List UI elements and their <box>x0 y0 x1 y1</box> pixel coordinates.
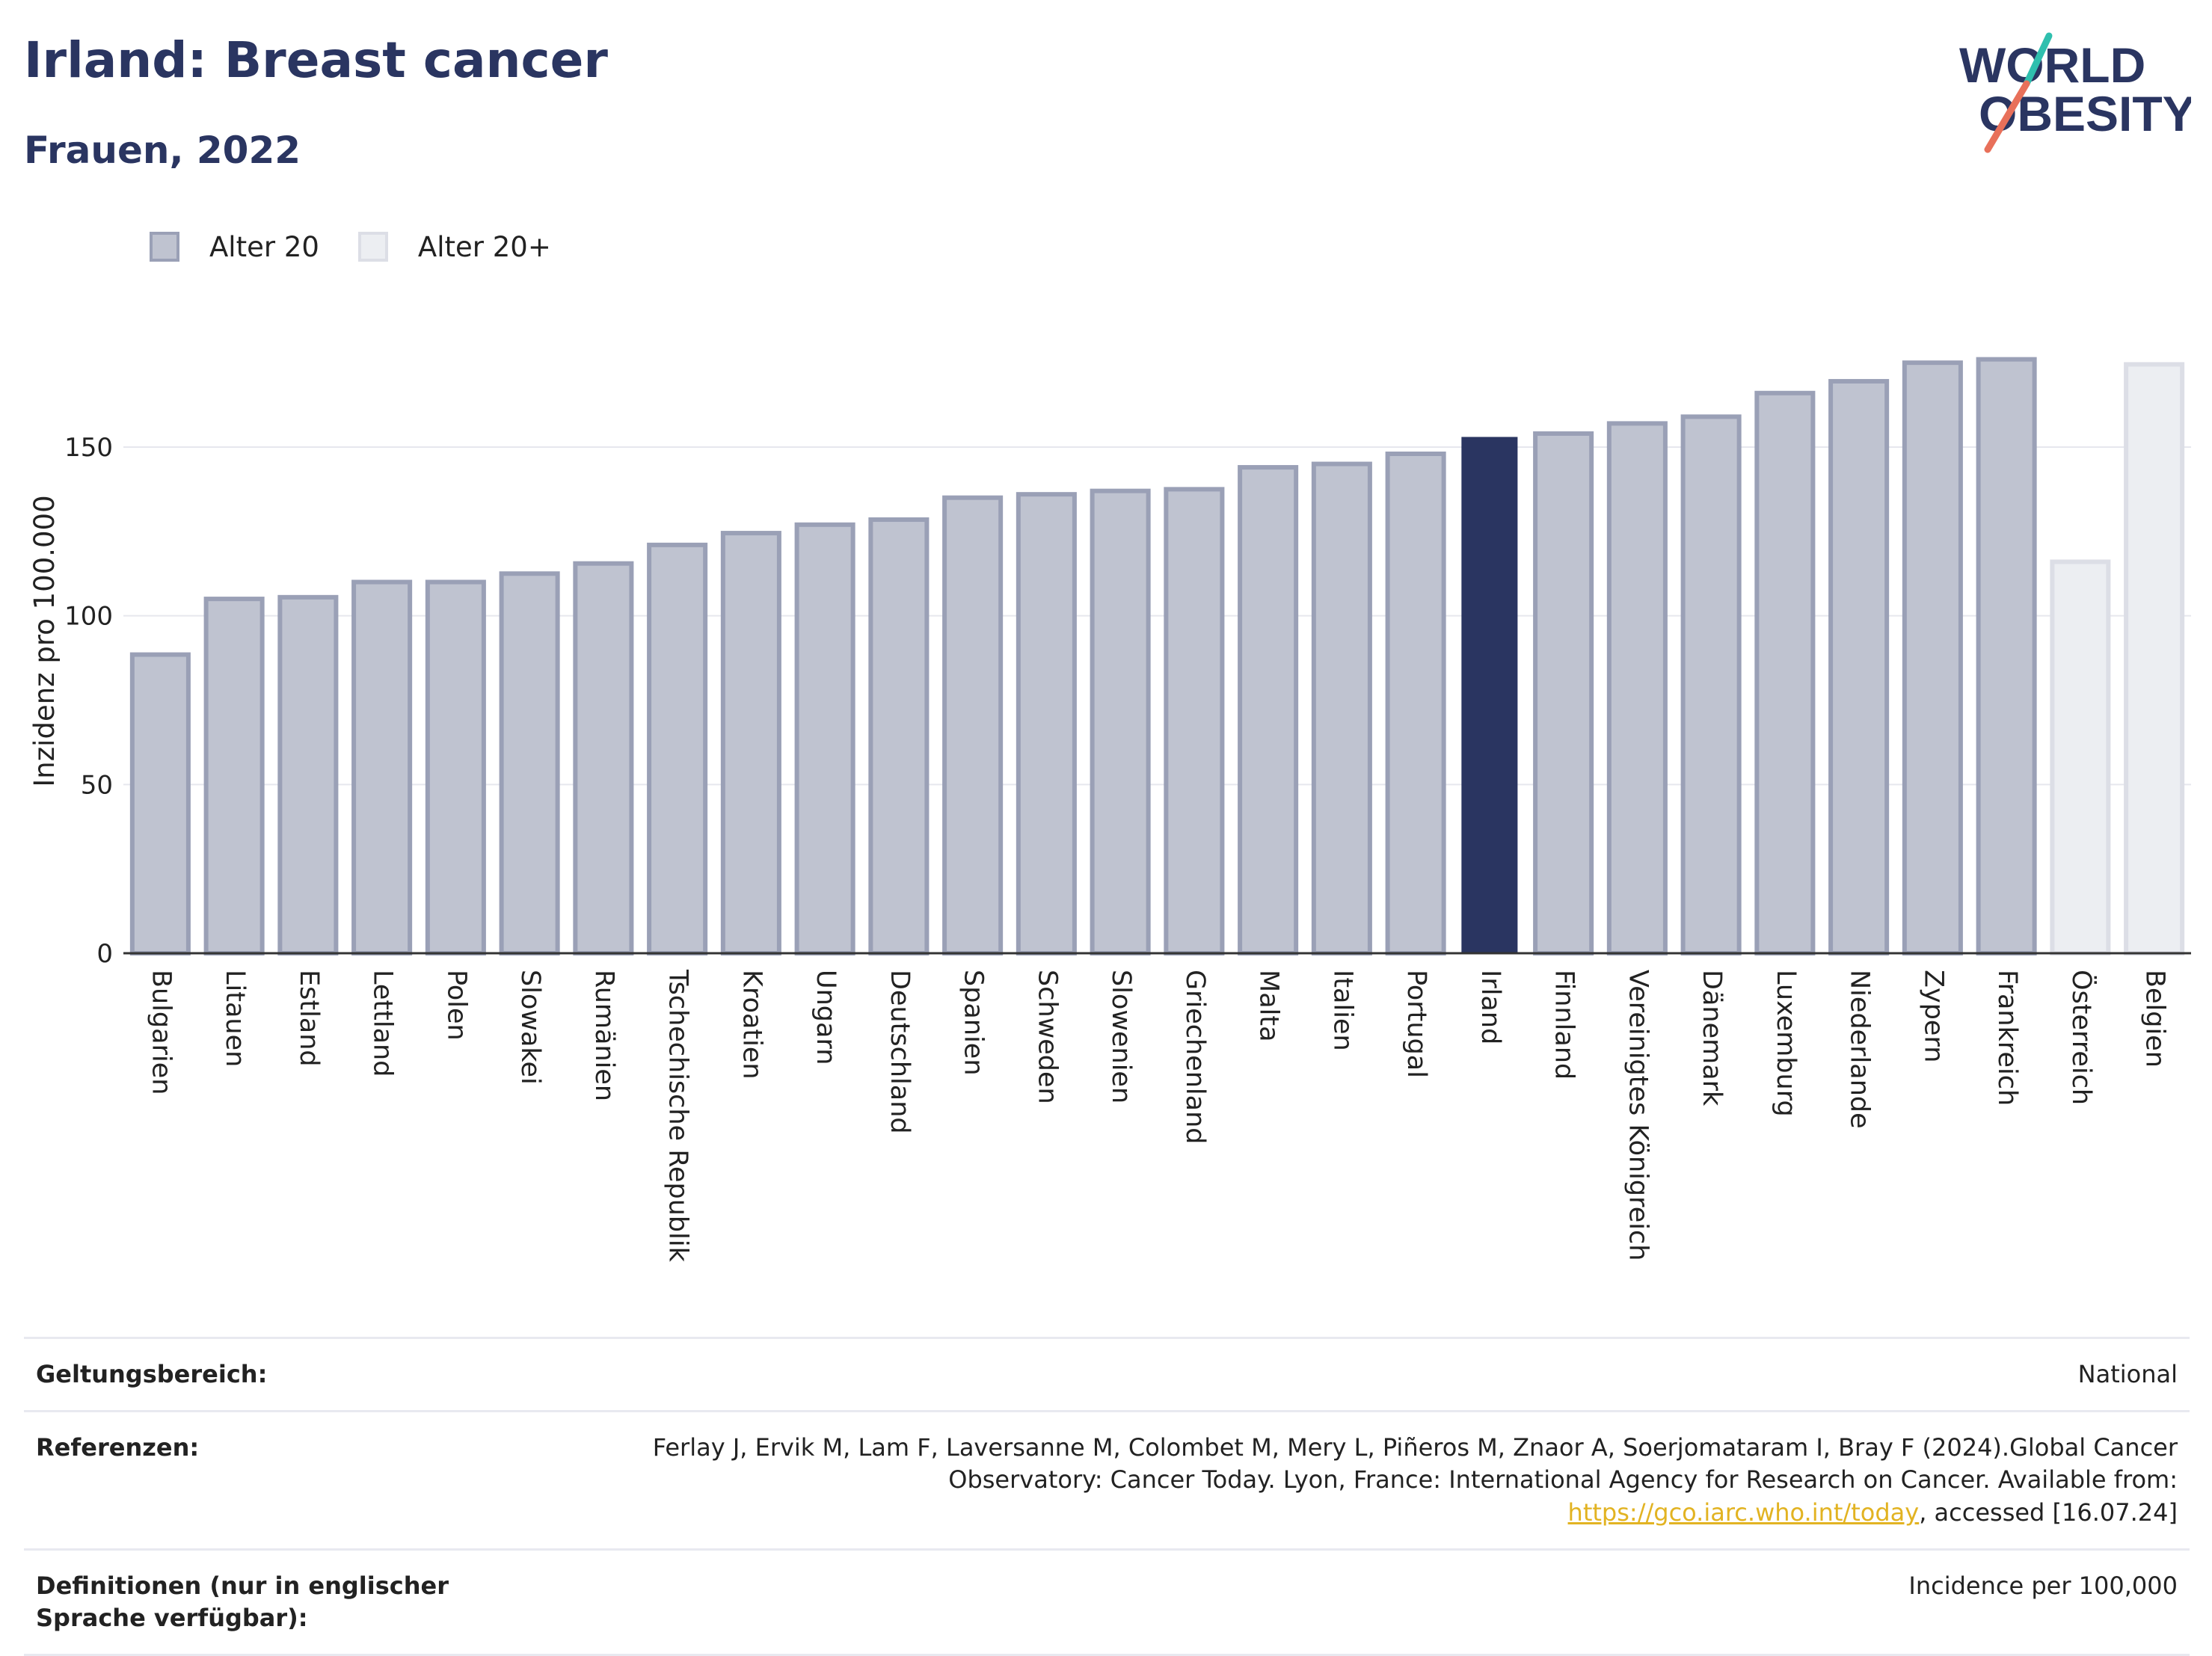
bar-litauen <box>203 597 265 955</box>
bar-lettland <box>351 579 413 955</box>
y-tick-label: 0 <box>96 939 113 969</box>
page-title: Irland: Breast cancer <box>24 31 608 89</box>
x-tick-label: Polen <box>441 970 471 1041</box>
reference-link[interactable]: https://gco.iarc.who.int/today <box>1567 1498 1920 1527</box>
bar-estland <box>277 594 339 955</box>
y-tick-label: 50 <box>81 770 113 800</box>
x-tick-label: Italien <box>1327 970 1357 1051</box>
bar-slowenien <box>1090 488 1151 956</box>
bar-malta <box>1238 465 1299 955</box>
logo-line-1: WORLD <box>1959 37 2145 93</box>
bar-schweden <box>1016 492 1077 955</box>
x-tick-label: Frankreich <box>1992 970 2022 1106</box>
bar-spanien <box>942 495 1004 956</box>
x-tick-label: Griechenland <box>1180 970 1210 1144</box>
bar-zypern <box>1902 360 1963 955</box>
x-tick-label: Luxemburg <box>1771 970 1801 1117</box>
bar-luxemburg <box>1754 390 1816 955</box>
bar-portugal <box>1385 452 1446 955</box>
y-axis-title: Inzidenz pro 100.000 <box>28 495 61 787</box>
logo-slash-coral <box>1984 80 2030 153</box>
x-tick-label: Vereinigtes Königreich <box>1623 970 1653 1261</box>
x-tick-label: Schweden <box>1032 970 1062 1104</box>
bar-belgien <box>2124 362 2185 955</box>
reference-accessed: , accessed [16.07.24] <box>1919 1498 2178 1527</box>
bar-bulgarien <box>129 652 191 955</box>
logo-line-2: OBESITY <box>1979 86 2191 141</box>
info-key: Definitionen (nur in englischer Sprache … <box>36 1571 449 1632</box>
bar-kroatien <box>720 531 781 955</box>
legend-item-alter-20[interactable]: Alter 20 <box>150 231 319 263</box>
legend-item-alter-20-plus[interactable]: Alter 20+ <box>357 230 551 263</box>
x-tick-label: Deutschland <box>885 970 915 1134</box>
bar-ungarn <box>794 522 855 955</box>
x-tick-label: Finnland <box>1549 970 1579 1080</box>
logo-slash-teal <box>2023 32 2053 87</box>
info-row-scope: Geltungsbereich: National <box>24 1337 2190 1410</box>
bar-italien <box>1311 461 1372 956</box>
bar-chart: 0 50 100 150 Inzidenz pro 100.000 Bulgarien Li… <box>28 357 2191 1263</box>
x-tick-label: Österreich <box>2066 970 2098 1105</box>
bar-polen <box>425 579 486 955</box>
x-tick-label: Dänemark <box>1697 970 1727 1106</box>
world-obesity-logo: WORLD OBESITY <box>1959 32 2191 153</box>
legend-swatch-alter-20 <box>150 232 179 262</box>
x-tick-label: Irland <box>1475 970 1505 1044</box>
x-tick-label: Tschechische Republik <box>663 969 693 1263</box>
bar-tschechische-republik <box>647 542 708 955</box>
y-tick-label: 150 <box>64 433 113 463</box>
info-value: National <box>2077 1360 2178 1388</box>
x-tick-label: Belgien <box>2140 970 2170 1068</box>
info-value: Ferlay J, Ervik M, Lam F, Laversanne M, … <box>607 1432 2178 1529</box>
info-row-definitions: Definitionen (nur in englischer Sprache … <box>24 1548 2190 1656</box>
x-tick-label: Bulgarien <box>146 970 176 1095</box>
x-tick-label: Slowakei <box>515 970 545 1085</box>
bar-dänemark <box>1680 414 1742 955</box>
legend-label: Alter 20 <box>209 230 319 263</box>
info-row-references: Referenzen: Ferlay J, Ervik M, Lam F, La… <box>24 1410 2190 1548</box>
x-tick-label: Malta <box>1254 970 1284 1042</box>
x-tick-label: Portugal <box>1401 970 1431 1078</box>
x-tick-label: Niederlande <box>1845 970 1875 1129</box>
bar-vereinigtes-königreich <box>1606 421 1668 956</box>
page-subtitle: Frauen, 2022 <box>24 129 301 172</box>
x-tick-label: Rumänien <box>589 970 619 1101</box>
bar-rumänien <box>573 561 634 955</box>
y-tick-label: 100 <box>64 602 113 632</box>
x-tick-label: Spanien <box>959 970 989 1076</box>
reference-text: Ferlay J, Ervik M, Lam F, Laversanne M, … <box>652 1433 2178 1495</box>
x-tick-label: Litauen <box>220 970 250 1067</box>
x-tick-label: Kroatien <box>737 970 766 1080</box>
bar-irland <box>1461 437 1518 953</box>
x-tick-label: Ungarn <box>811 970 841 1065</box>
info-value: Incidence per 100,000 <box>1908 1571 2178 1600</box>
legend-swatch-alter-20-plus <box>357 232 388 262</box>
info-table: Geltungsbereich: National Referenzen: Fe… <box>24 1337 2190 1656</box>
bar-deutschland <box>868 517 930 956</box>
bar-finnland <box>1533 431 1594 955</box>
x-tick-label: Slowenien <box>1106 970 1136 1104</box>
info-key: Geltungsbereich: <box>36 1360 268 1388</box>
x-tick-label: Estland <box>294 970 324 1067</box>
x-tick-label: Lettland <box>368 970 398 1077</box>
bar-niederlande <box>1828 378 1890 955</box>
chart-legend: Alter 20 Alter 20+ <box>150 224 590 269</box>
info-key: Referenzen: <box>36 1433 200 1462</box>
bar-österreich <box>2050 559 2111 955</box>
bar-slowakei <box>499 571 560 955</box>
x-tick-label: Zypern <box>1918 970 1948 1062</box>
bar-griechenland <box>1164 487 1225 955</box>
bar-frankreich <box>1976 357 2037 955</box>
legend-label: Alter 20+ <box>417 230 551 263</box>
